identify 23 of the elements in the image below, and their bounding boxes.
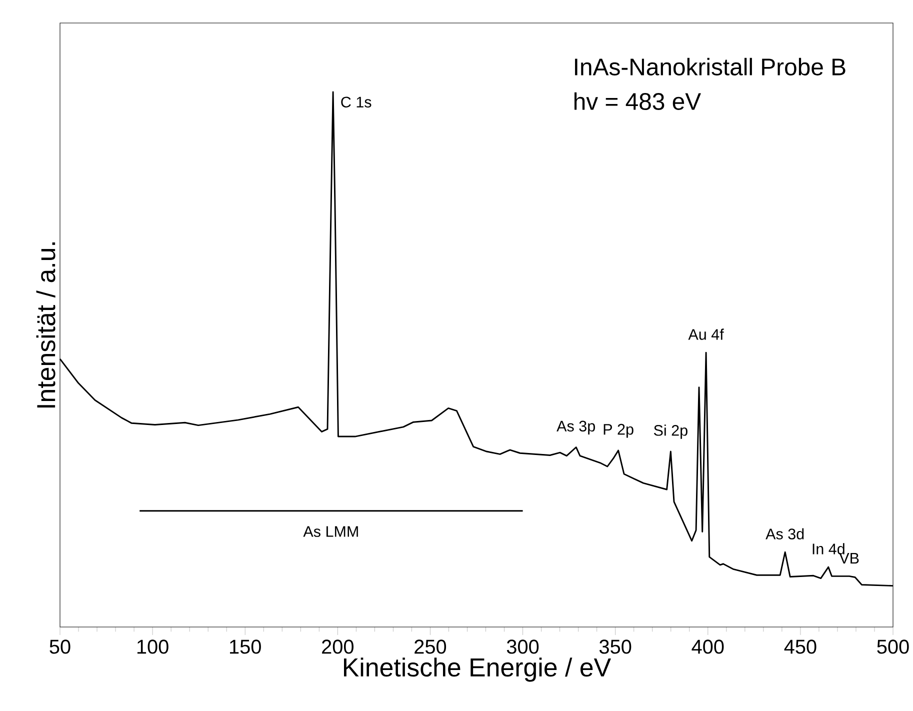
annotation: Si 2p	[654, 424, 688, 439]
chart-title: InAs-Nanokristall Probe B	[575, 58, 846, 76]
chart-subtitle: hv = 483 eV	[574, 92, 701, 110]
x-axis-title: Kinetische Energie / eV	[344, 658, 611, 682]
annotation: As 3d	[766, 528, 804, 540]
annotation: As 3p	[556, 420, 595, 435]
x-tick-label: 400	[692, 640, 724, 654]
x-tick-label: 50	[50, 640, 70, 654]
x-tick-label: 300	[506, 640, 539, 654]
y-axis-title: Intensität / a.u.	[36, 242, 56, 408]
x-tick-label: 500	[877, 640, 909, 654]
x-tick-label: 150	[230, 640, 261, 654]
x-tick-label: 250	[414, 640, 446, 654]
annotation: As LMM	[303, 526, 358, 537]
annotation: In 4d	[812, 543, 844, 554]
x-tick-label: 350	[599, 640, 632, 654]
annotation: P 2p	[604, 424, 634, 438]
x-tick-label: 100	[137, 640, 168, 654]
annotation: C 1s	[341, 96, 372, 108]
annotation: VB	[839, 552, 859, 564]
annotation: Au 4f	[688, 328, 724, 340]
x-tick-label: 200	[322, 640, 354, 654]
x-tick-label: 450	[784, 640, 816, 654]
